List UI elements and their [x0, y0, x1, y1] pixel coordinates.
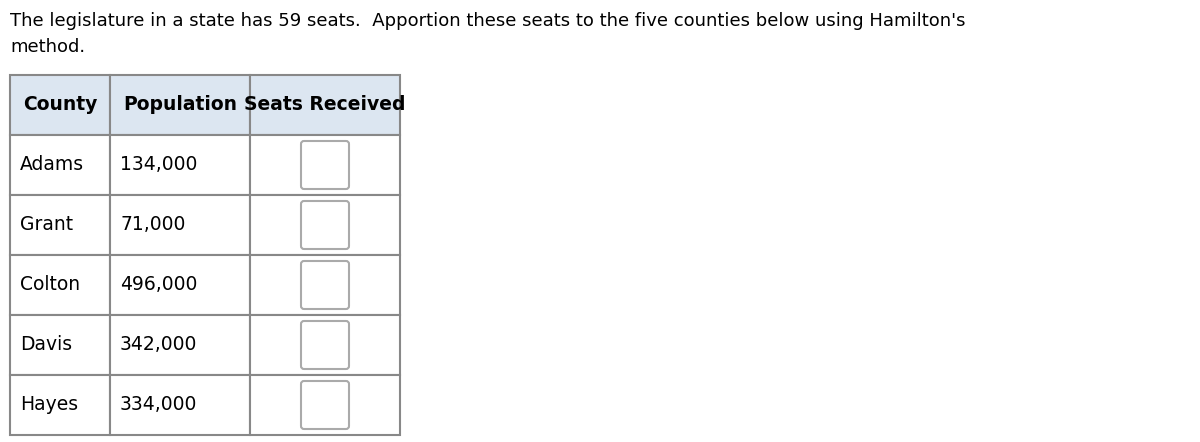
- Bar: [110, 255, 250, 315]
- Text: County: County: [23, 95, 97, 114]
- Bar: [110, 135, 250, 195]
- FancyBboxPatch shape: [301, 261, 349, 309]
- Text: 342,000: 342,000: [120, 335, 197, 354]
- Text: Hayes: Hayes: [20, 396, 78, 415]
- Text: 134,000: 134,000: [120, 156, 197, 175]
- FancyBboxPatch shape: [301, 141, 349, 189]
- Text: 334,000: 334,000: [120, 396, 197, 415]
- Bar: [250, 255, 400, 315]
- Bar: [10, 315, 110, 375]
- Text: Seats Received: Seats Received: [245, 95, 406, 114]
- Bar: [250, 75, 400, 135]
- Text: 71,000: 71,000: [120, 216, 185, 235]
- FancyBboxPatch shape: [301, 381, 349, 429]
- Text: method.: method.: [10, 38, 85, 56]
- Bar: [10, 75, 110, 135]
- FancyBboxPatch shape: [301, 321, 349, 369]
- Bar: [110, 375, 250, 435]
- Text: Colton: Colton: [20, 275, 80, 294]
- Bar: [10, 195, 110, 255]
- Bar: [110, 195, 250, 255]
- Text: Davis: Davis: [20, 335, 72, 354]
- Bar: [10, 375, 110, 435]
- Text: The legislature in a state has 59 seats.  Apportion these seats to the five coun: The legislature in a state has 59 seats.…: [10, 12, 966, 30]
- Bar: [250, 375, 400, 435]
- Bar: [250, 315, 400, 375]
- FancyBboxPatch shape: [301, 201, 349, 249]
- Bar: [10, 255, 110, 315]
- Bar: [250, 195, 400, 255]
- Bar: [110, 75, 250, 135]
- Text: Population: Population: [124, 95, 238, 114]
- Bar: [250, 135, 400, 195]
- Text: Adams: Adams: [20, 156, 84, 175]
- Text: 496,000: 496,000: [120, 275, 197, 294]
- Bar: [10, 135, 110, 195]
- Text: Grant: Grant: [20, 216, 73, 235]
- Bar: [110, 315, 250, 375]
